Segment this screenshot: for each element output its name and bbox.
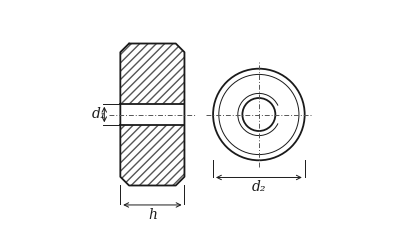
- Polygon shape: [121, 44, 184, 104]
- Text: d₁: d₁: [91, 107, 106, 122]
- Polygon shape: [121, 125, 184, 185]
- Text: h: h: [148, 207, 157, 222]
- Text: d₂: d₂: [251, 180, 266, 194]
